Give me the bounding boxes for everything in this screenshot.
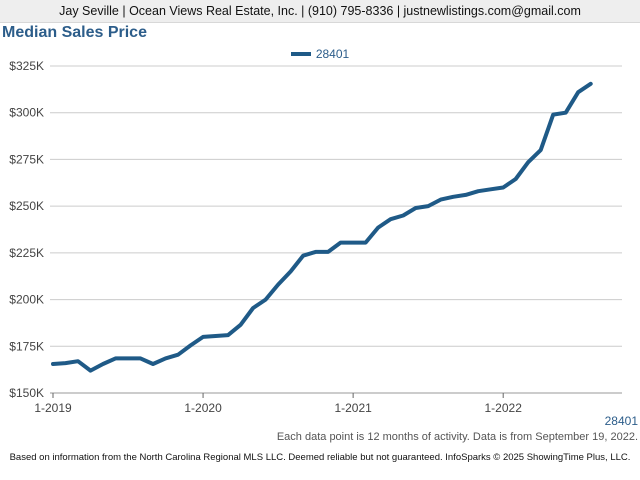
y-tick-label: $150K	[9, 386, 44, 400]
series-line-28401	[51, 81, 593, 373]
x-tick-label: 1-2022	[485, 401, 523, 415]
y-tick-label: $225K	[9, 246, 44, 260]
y-tick-label: $250K	[9, 199, 44, 213]
y-tick-label: $175K	[9, 339, 44, 353]
chart-title: Median Sales Price	[2, 24, 147, 41]
x-tick-label: 1-2020	[184, 401, 222, 415]
x-tick-label: 1-2021	[334, 401, 372, 415]
x-tick-label: 1-2019	[34, 401, 72, 415]
legend[interactable]: 28401	[0, 46, 640, 62]
legend-swatch	[290, 52, 311, 56]
legend-label: 28401	[315, 47, 350, 61]
source-footer: Based on information from the North Caro…	[9, 452, 631, 463]
data-note: Each data point is 12 months of activity…	[276, 431, 638, 443]
y-tick-label: $300K	[9, 106, 44, 120]
agent-contact-bar: Jay Seville | Ocean Views Real Estate, I…	[0, 0, 640, 23]
y-tick-label: $325K	[9, 59, 44, 73]
y-tick-label: $275K	[9, 152, 44, 166]
y-tick-label: $200K	[9, 293, 44, 307]
zip-label: 28401	[604, 414, 638, 428]
